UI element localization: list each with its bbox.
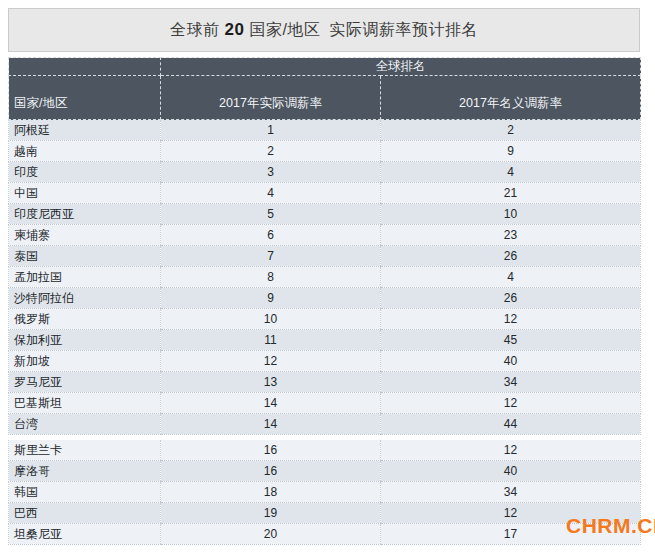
nominal-rank-cell: 23 (381, 225, 641, 246)
actual-rank-cell: 12 (161, 351, 381, 372)
table-row: 越南29 (9, 141, 641, 162)
table-row: 沙特阿拉伯926 (9, 288, 641, 309)
actual-rank-cell: 5 (161, 204, 381, 225)
country-cell: 保加利亚 (9, 330, 161, 351)
country-cell: 阿根廷 (9, 120, 161, 141)
actual-rank-cell: 16 (161, 440, 381, 461)
actual-rank-cell: 14 (161, 393, 381, 414)
table-row: 巴基斯坦1412 (9, 393, 641, 414)
corner-cell (9, 58, 161, 76)
column-header-row: 国家/地区 2017年实际调薪率 2017年名义调薪率 (9, 76, 641, 120)
watermark-logo: CHRM.CN (566, 514, 655, 538)
nominal-rank-cell: 4 (381, 267, 641, 288)
country-cell: 巴西 (9, 503, 161, 524)
actual-rank-cell: 16 (161, 461, 381, 482)
nominal-rank-cell: 34 (381, 482, 641, 503)
country-cell: 沙特阿拉伯 (9, 288, 161, 309)
table-row: 柬埔寨623 (9, 225, 641, 246)
country-cell: 俄罗斯 (9, 309, 161, 330)
country-cell: 柬埔寨 (9, 225, 161, 246)
table-row: 斯里兰卡1612 (9, 440, 641, 461)
table-row: 印度34 (9, 162, 641, 183)
table-row: 巴西1912 (9, 503, 641, 524)
country-cell: 巴基斯坦 (9, 393, 161, 414)
country-cell: 印度尼西亚 (9, 204, 161, 225)
table-row: 摩洛哥1640 (9, 461, 641, 482)
country-cell: 泰国 (9, 246, 161, 267)
actual-rank-cell: 3 (161, 162, 381, 183)
nominal-rank-cell: 44 (381, 414, 641, 435)
ranking-table-container: 全球前 20 国家/地区 实际调薪率预计排名 全球排名 国家/地区 2017年实… (8, 8, 640, 545)
actual-rank-cell: 9 (161, 288, 381, 309)
country-cell: 罗马尼亚 (9, 372, 161, 393)
title-text-part2: 国家/地区 (249, 20, 320, 41)
country-cell: 孟加拉国 (9, 267, 161, 288)
table-header: 全球排名 国家/地区 2017年实际调薪率 2017年名义调薪率 (9, 58, 641, 120)
actual-rank-cell: 7 (161, 246, 381, 267)
country-cell: 新加坡 (9, 351, 161, 372)
group-header-row: 全球排名 (9, 58, 641, 76)
actual-rank-cell: 18 (161, 482, 381, 503)
country-cell: 摩洛哥 (9, 461, 161, 482)
title-text-part3: 实际调薪率预计排名 (329, 20, 478, 41)
table-row: 新加坡1240 (9, 351, 641, 372)
title-number: 20 (225, 20, 245, 40)
actual-rank-cell: 1 (161, 120, 381, 141)
country-cell: 斯里兰卡 (9, 440, 161, 461)
nominal-rank-cell: 26 (381, 246, 641, 267)
table-title: 全球前 20 国家/地区 实际调薪率预计排名 (8, 8, 640, 52)
country-cell: 坦桑尼亚 (9, 524, 161, 545)
nominal-rank-cell: 12 (381, 309, 641, 330)
actual-rank-cell: 13 (161, 372, 381, 393)
country-cell: 越南 (9, 141, 161, 162)
ranking-table: 全球排名 国家/地区 2017年实际调薪率 2017年名义调薪率 阿根廷12越南… (8, 57, 641, 545)
table-row: 中国421 (9, 183, 641, 204)
table-row: 泰国726 (9, 246, 641, 267)
column-header-country: 国家/地区 (9, 76, 161, 120)
actual-rank-cell: 2 (161, 141, 381, 162)
table-row: 坦桑尼亚2017 (9, 524, 641, 545)
country-cell: 韩国 (9, 482, 161, 503)
nominal-rank-cell: 12 (381, 440, 641, 461)
table-row: 保加利亚1145 (9, 330, 641, 351)
actual-rank-cell: 4 (161, 183, 381, 204)
nominal-rank-cell: 45 (381, 330, 641, 351)
nominal-rank-cell: 12 (381, 393, 641, 414)
nominal-rank-cell: 40 (381, 461, 641, 482)
actual-rank-cell: 14 (161, 414, 381, 435)
table-row: 俄罗斯1012 (9, 309, 641, 330)
table-row: 印度尼西亚510 (9, 204, 641, 225)
nominal-rank-cell: 40 (381, 351, 641, 372)
title-text-part1: 全球前 (170, 20, 220, 41)
nominal-rank-cell: 4 (381, 162, 641, 183)
actual-rank-cell: 11 (161, 330, 381, 351)
column-header-actual-rate: 2017年实际调薪率 (161, 76, 381, 120)
nominal-rank-cell: 2 (381, 120, 641, 141)
table-row: 孟加拉国84 (9, 267, 641, 288)
actual-rank-cell: 20 (161, 524, 381, 545)
table-row: 阿根廷12 (9, 120, 641, 141)
country-cell: 台湾 (9, 414, 161, 435)
country-cell: 中国 (9, 183, 161, 204)
table-row: 罗马尼亚1334 (9, 372, 641, 393)
table-row: 韩国1834 (9, 482, 641, 503)
actual-rank-cell: 8 (161, 267, 381, 288)
nominal-rank-cell: 9 (381, 141, 641, 162)
group-header-cell: 全球排名 (161, 58, 641, 76)
nominal-rank-cell: 10 (381, 204, 641, 225)
actual-rank-cell: 19 (161, 503, 381, 524)
actual-rank-cell: 6 (161, 225, 381, 246)
table-row: 台湾1444 (9, 414, 641, 435)
column-header-nominal-rate: 2017年名义调薪率 (381, 76, 641, 120)
actual-rank-cell: 10 (161, 309, 381, 330)
page-canvas: 全球前 20 国家/地区 实际调薪率预计排名 全球排名 国家/地区 2017年实… (0, 0, 655, 552)
nominal-rank-cell: 26 (381, 288, 641, 309)
nominal-rank-cell: 21 (381, 183, 641, 204)
table-body: 阿根廷12越南29印度34中国421印度尼西亚510柬埔寨623泰国726孟加拉… (9, 120, 641, 545)
country-cell: 印度 (9, 162, 161, 183)
nominal-rank-cell: 34 (381, 372, 641, 393)
